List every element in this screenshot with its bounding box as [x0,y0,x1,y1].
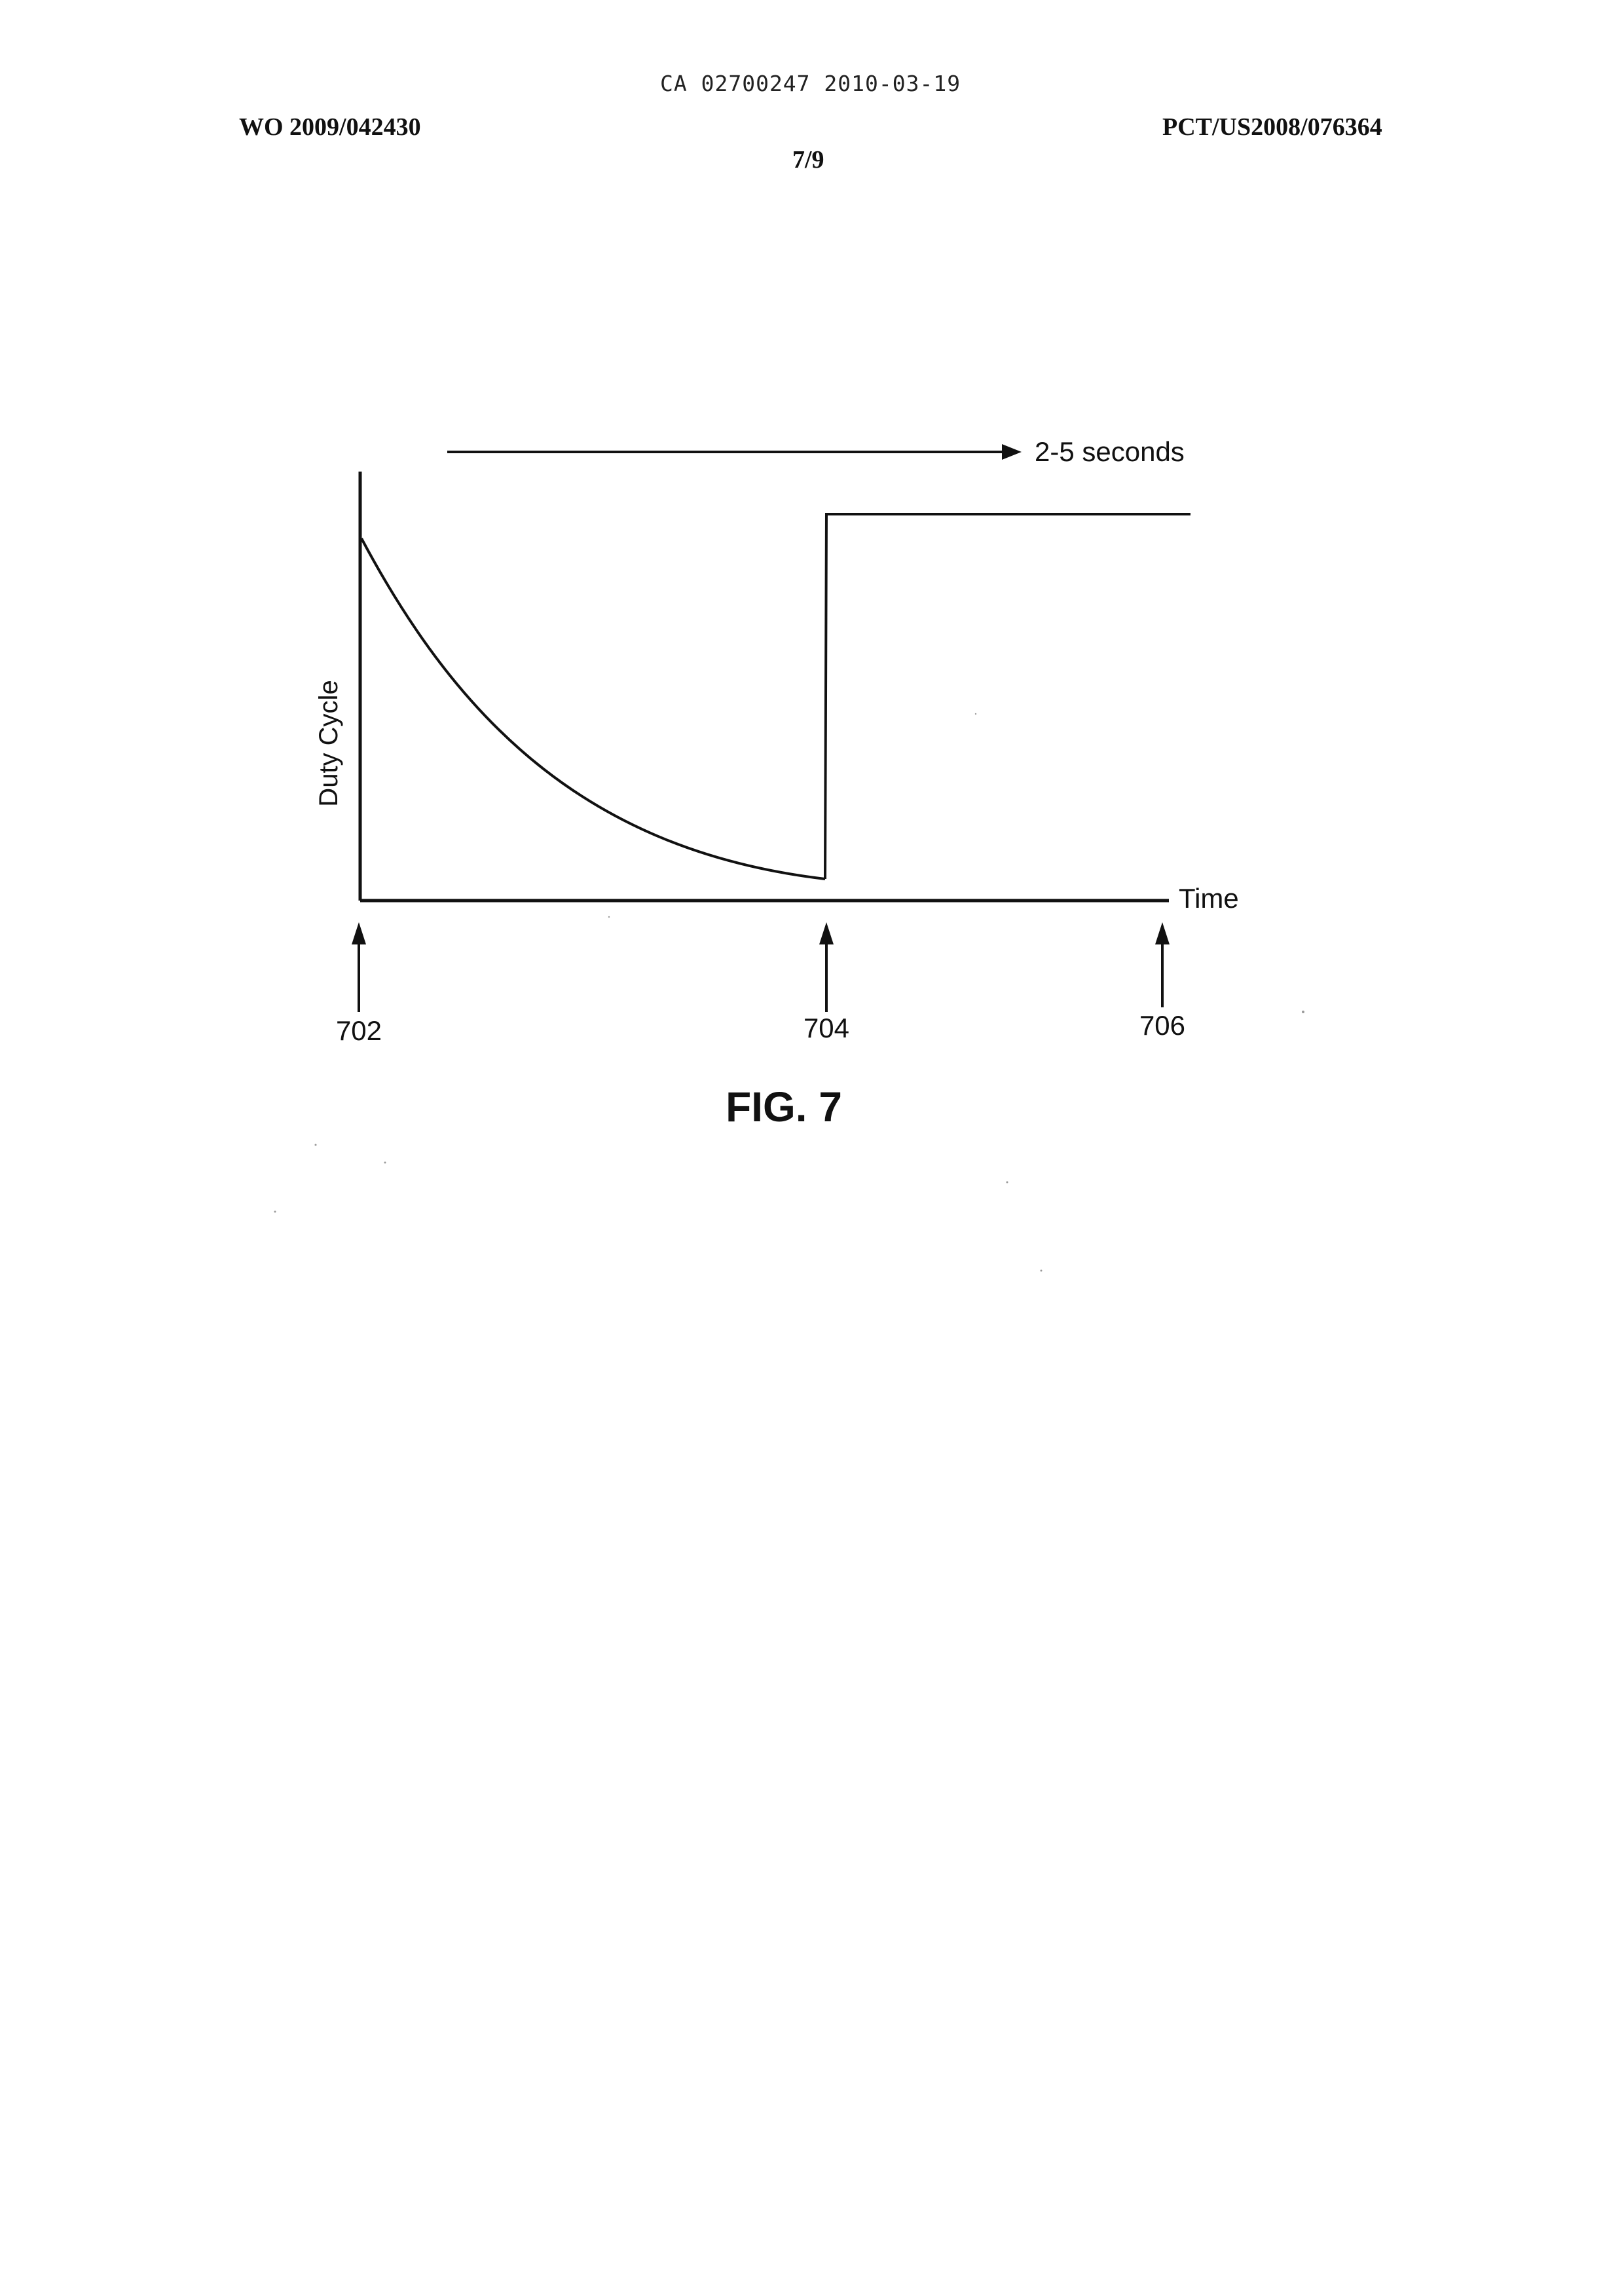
duty-cycle-decay-curve [361,538,825,879]
duty-cycle-step [825,514,1190,879]
figure-caption: FIG. 7 [726,1083,842,1130]
duration-label: 2-5 seconds [1035,436,1185,467]
ref-label-706: 706 [1139,1010,1185,1041]
duration-arrowhead [1002,444,1022,460]
ref-arrow-702 [352,922,366,1012]
ref-arrow-706 [1155,922,1170,1007]
y-axis-label: Duty Cycle [314,680,343,806]
ref-label-704: 704 [803,1013,849,1043]
ref-label-702: 702 [336,1015,382,1046]
x-axis-label: Time [1179,883,1239,914]
ref-arrow-704 [819,922,834,1012]
scan-specks [274,713,1305,1272]
